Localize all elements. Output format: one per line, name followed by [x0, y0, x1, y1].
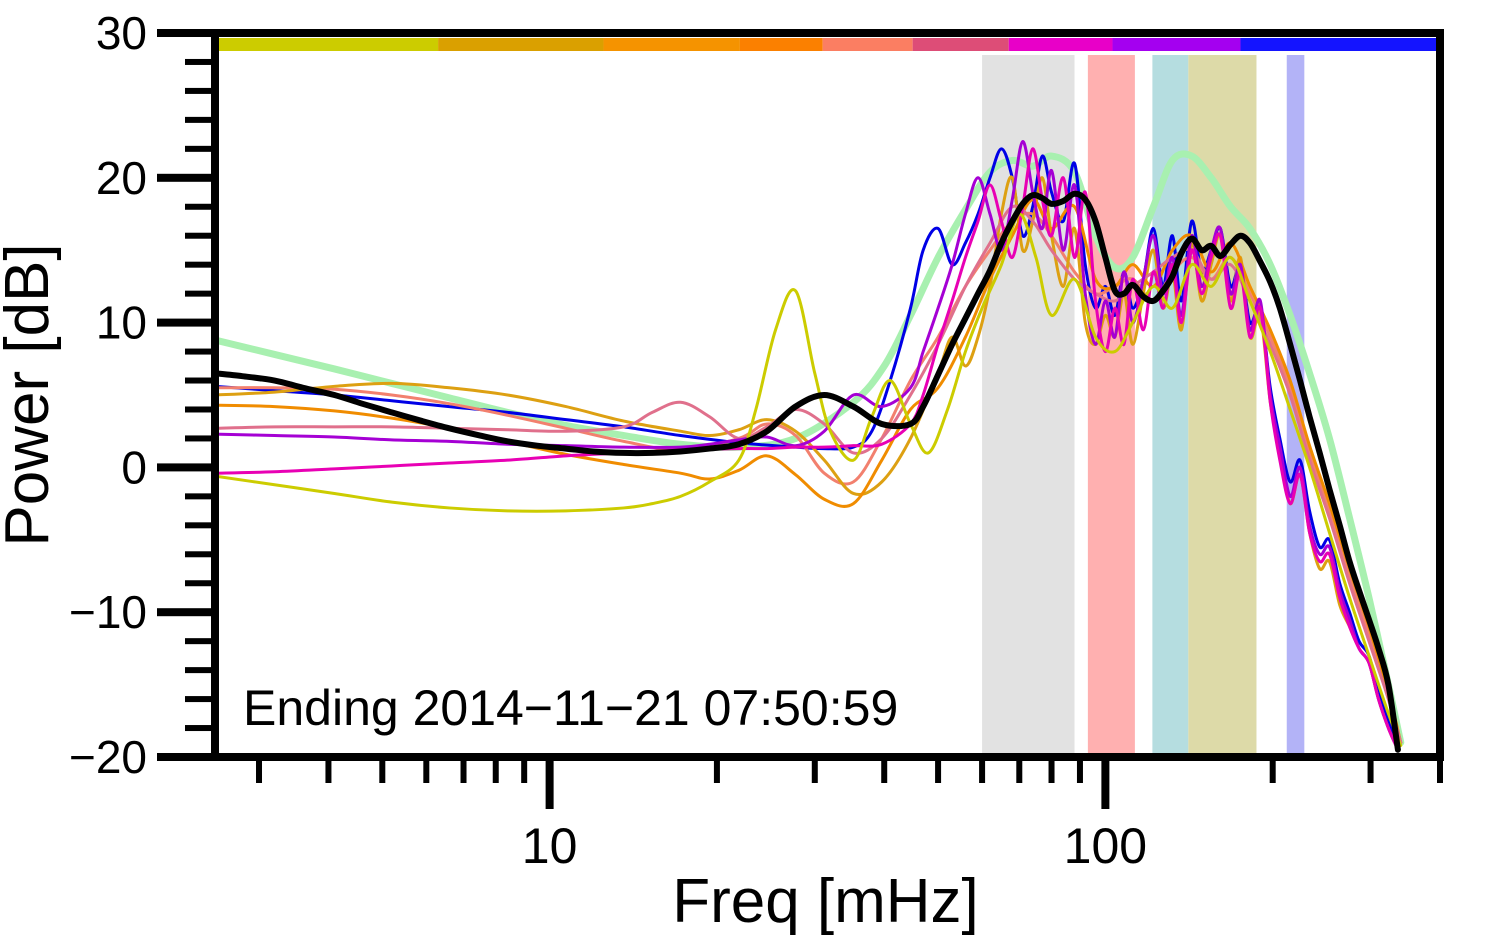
x-minor-tick	[979, 757, 986, 783]
y-major-tick	[157, 608, 215, 617]
x-minor-tick	[1367, 757, 1374, 783]
color-bar-segment-salmon	[822, 38, 913, 51]
top-color-bar	[215, 38, 1440, 51]
x-major-tick	[1101, 757, 1110, 809]
y-tick-label: −10	[69, 586, 147, 638]
pink-band	[1087, 55, 1135, 757]
y-major-tick	[157, 173, 215, 182]
axis-right	[1436, 29, 1444, 761]
axis-left	[211, 29, 219, 761]
color-bar-segment-rose	[912, 38, 1009, 51]
y-minor-tick	[185, 580, 215, 587]
y-minor-tick	[185, 203, 215, 210]
series-line-spectrum-pink	[215, 204, 1403, 745]
color-bar-segment-dark-goldenrod	[438, 38, 604, 51]
x-minor-tick	[1269, 757, 1276, 783]
x-major-tick	[545, 757, 554, 809]
x-tick-label: 100	[1064, 818, 1147, 874]
x-minor-tick	[423, 757, 430, 783]
y-major-tick	[157, 463, 215, 472]
color-bar-segment-yellow-olive	[215, 38, 439, 51]
color-bar-segment-violet	[1112, 38, 1241, 51]
y-minor-tick	[185, 145, 215, 152]
color-bar-segment-magenta	[1008, 38, 1113, 51]
y-minor-tick	[185, 87, 215, 94]
y-major-tick	[157, 29, 215, 37]
y-minor-tick	[185, 348, 215, 355]
x-minor-tick	[460, 757, 467, 783]
x-minor-tick	[521, 757, 528, 783]
y-minor-tick	[185, 435, 215, 442]
x-minor-tick	[1048, 757, 1055, 783]
y-minor-tick	[185, 638, 215, 645]
y-tick-label: 30	[96, 7, 147, 59]
y-minor-tick	[185, 58, 215, 65]
y-minor-tick	[185, 522, 215, 529]
y-minor-tick	[185, 261, 215, 268]
y-axis-ticks: −20 −10 0 10 20 30	[69, 7, 215, 783]
x-tick-label: 10	[522, 818, 578, 874]
series-line-spectrum-magenta	[215, 147, 1400, 752]
y-minor-tick	[185, 551, 215, 558]
x-minor-tick	[1076, 757, 1083, 783]
y-tick-label: 0	[121, 441, 147, 493]
x-minor-tick	[256, 757, 263, 783]
y-minor-tick	[185, 377, 215, 384]
y-minor-tick	[185, 725, 215, 732]
x-minor-tick	[881, 757, 888, 783]
plot-annotation-timestamp: Ending 2014−11−21 07:50:59	[243, 680, 898, 736]
cyan-band	[1152, 55, 1189, 757]
y-minor-tick	[185, 290, 215, 297]
y-tick-label: 10	[96, 297, 147, 349]
color-bar-segment-bright-orange	[739, 38, 823, 51]
y-major-tick	[157, 318, 215, 327]
x-minor-tick	[379, 757, 386, 783]
axis-top	[211, 29, 1444, 37]
y-major-tick	[157, 753, 215, 761]
x-minor-tick	[713, 757, 720, 783]
axis-bottom	[211, 753, 1444, 761]
x-minor-tick	[1437, 757, 1443, 783]
x-axis-ticks: 10 100	[256, 757, 1443, 874]
shaded-bands-group	[982, 55, 1305, 757]
x-minor-tick	[935, 757, 942, 783]
y-minor-tick	[185, 493, 215, 500]
series-line-spectrum-lightgreen	[215, 150, 1405, 747]
x-minor-tick	[492, 757, 499, 783]
y-minor-tick	[185, 696, 215, 703]
series-line-mean	[215, 190, 1401, 753]
y-minor-tick	[185, 116, 215, 123]
khaki-band	[1188, 55, 1257, 757]
y-tick-label: −20	[69, 731, 147, 783]
y-tick-label: 20	[96, 152, 147, 204]
x-minor-tick	[811, 757, 818, 783]
series-line-spectrum-orange	[215, 198, 1403, 745]
y-minor-tick	[185, 232, 215, 239]
x-minor-tick	[1016, 757, 1023, 783]
plot-frame	[211, 29, 1444, 761]
series-line-spectrum-yellow	[215, 212, 1403, 747]
y-minor-tick	[185, 406, 215, 413]
color-bar-segment-orange	[603, 38, 740, 51]
y-minor-tick	[185, 667, 215, 674]
x-axis-title: Freq [mHz]	[672, 867, 979, 936]
y-axis-title: Power [dB]	[0, 243, 62, 546]
series-group	[215, 140, 1405, 753]
color-bar-segment-blue	[1240, 38, 1440, 51]
x-minor-tick	[325, 757, 332, 783]
